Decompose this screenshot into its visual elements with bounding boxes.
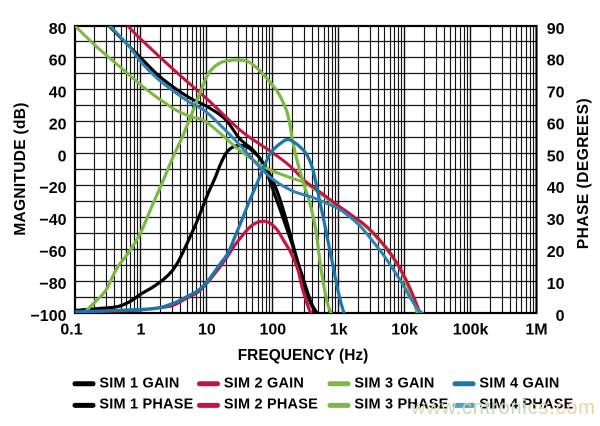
svg-text:80: 80 xyxy=(49,21,67,38)
svg-text:60: 60 xyxy=(547,117,565,134)
svg-text:0.1: 0.1 xyxy=(60,322,82,339)
svg-text:10: 10 xyxy=(547,276,565,293)
svg-text:40: 40 xyxy=(49,85,67,102)
svg-text:MAGNITUDE (dB): MAGNITUDE (dB) xyxy=(12,102,29,235)
svg-text:90: 90 xyxy=(547,21,565,38)
svg-text:100k: 100k xyxy=(453,322,489,339)
svg-text:70: 70 xyxy=(547,85,565,102)
svg-text:SIM 1 GAIN: SIM 1 GAIN xyxy=(99,376,179,392)
svg-text:1k: 1k xyxy=(330,322,348,339)
svg-text:−100: −100 xyxy=(30,308,66,325)
svg-text:80: 80 xyxy=(547,53,565,70)
svg-text:1: 1 xyxy=(136,322,145,339)
svg-text:−20: −20 xyxy=(39,180,66,197)
svg-text:−80: −80 xyxy=(39,276,66,293)
svg-text:PHASE (DEGREES): PHASE (DEGREES) xyxy=(575,98,592,249)
svg-text:60: 60 xyxy=(49,53,67,70)
svg-text:100: 100 xyxy=(259,322,286,339)
svg-text:30: 30 xyxy=(547,212,565,229)
svg-text:SIM 4 PHASE: SIM 4 PHASE xyxy=(479,397,573,413)
svg-text:−60: −60 xyxy=(39,244,66,261)
svg-text:10k: 10k xyxy=(391,322,418,339)
svg-text:SIM 2 PHASE: SIM 2 PHASE xyxy=(224,397,318,413)
svg-text:10: 10 xyxy=(198,322,216,339)
svg-text:0: 0 xyxy=(556,308,565,325)
svg-text:40: 40 xyxy=(547,180,565,197)
svg-text:0: 0 xyxy=(58,148,67,165)
svg-text:20: 20 xyxy=(547,244,565,261)
svg-text:SIM 3 GAIN: SIM 3 GAIN xyxy=(354,376,434,392)
svg-text:20: 20 xyxy=(49,117,67,134)
svg-text:−40: −40 xyxy=(39,212,66,229)
svg-text:SIM 1 PHASE: SIM 1 PHASE xyxy=(99,397,193,413)
svg-text:50: 50 xyxy=(547,148,565,165)
svg-text:SIM 2 GAIN: SIM 2 GAIN xyxy=(224,376,304,392)
svg-text:SIM 4 GAIN: SIM 4 GAIN xyxy=(479,376,559,392)
svg-text:1M: 1M xyxy=(525,322,547,339)
svg-text:FREQUENCY (Hz): FREQUENCY (Hz) xyxy=(238,347,369,364)
svg-text:SIM 3 PHASE: SIM 3 PHASE xyxy=(354,397,448,413)
